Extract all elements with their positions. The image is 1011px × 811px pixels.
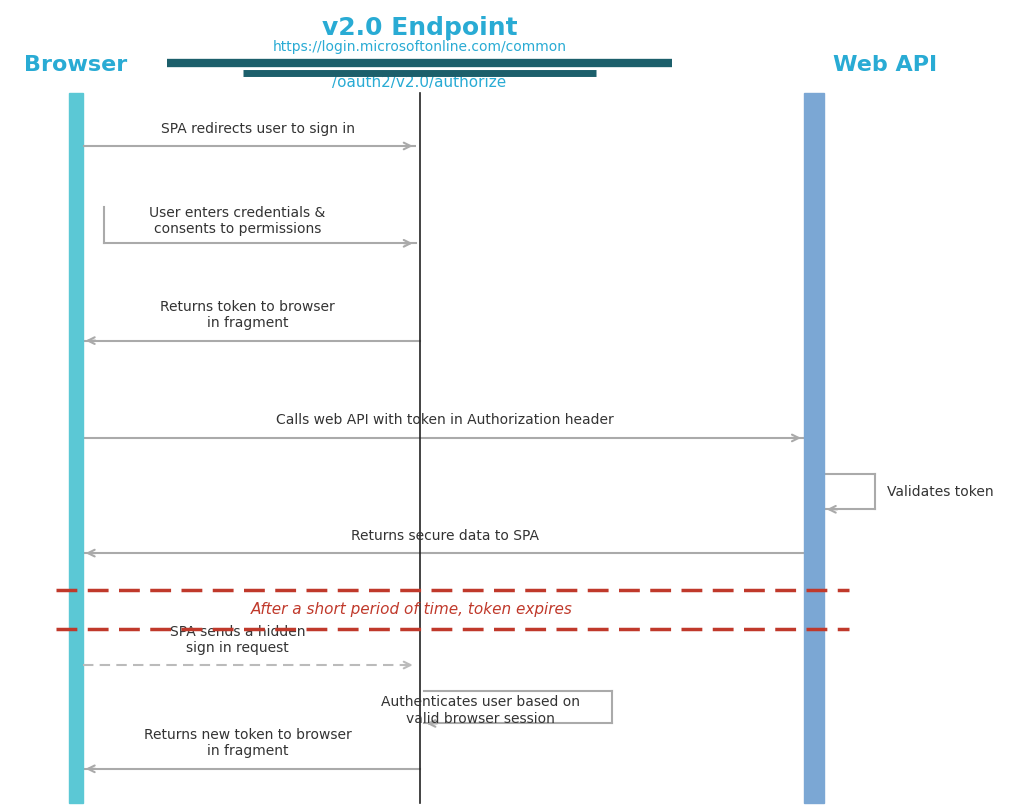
Text: User enters credentials &
consents to permissions: User enters credentials & consents to pe… [150,206,326,236]
Text: Authenticates user based on
valid browser session: Authenticates user based on valid browse… [381,695,579,726]
Text: SPA sends a hidden
sign in request: SPA sends a hidden sign in request [170,625,305,655]
Bar [69,93,83,803]
Text: Web API: Web API [833,55,936,75]
Text: Returns token to browser
in fragment: Returns token to browser in fragment [161,300,335,330]
Text: SPA redirects user to sign in: SPA redirects user to sign in [161,122,355,136]
Text: /oauth2/v2.0/authorize: /oauth2/v2.0/authorize [333,75,507,90]
Text: Returns secure data to SPA: Returns secure data to SPA [351,529,539,543]
Text: Returns new token to browser
in fragment: Returns new token to browser in fragment [144,728,352,758]
Text: Validates token: Validates token [887,485,993,499]
Bar [804,93,824,803]
Text: Browser: Browser [24,55,127,75]
Text: v2.0 Endpoint: v2.0 Endpoint [321,16,518,41]
Text: https://login.microsoftonline.com/common: https://login.microsoftonline.com/common [273,40,566,54]
Text: After a short period of time, token expires: After a short period of time, token expi… [251,603,573,617]
Text: Calls web API with token in Authorization header: Calls web API with token in Authorizatio… [276,414,614,427]
